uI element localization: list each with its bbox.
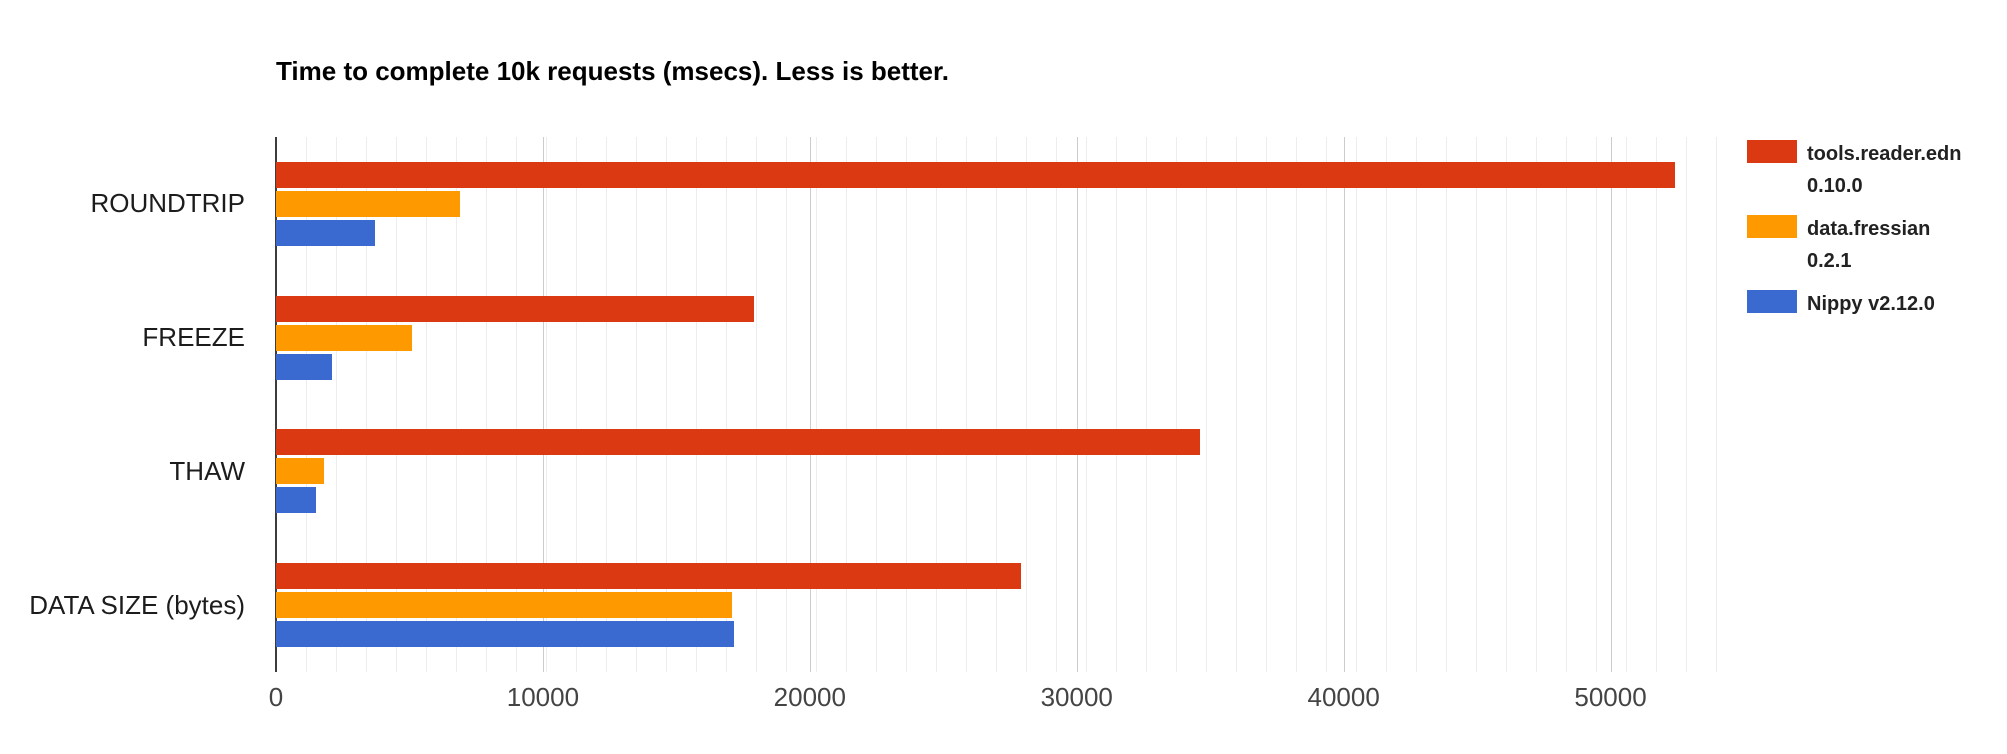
gridline-major — [810, 137, 811, 672]
gridline-minor — [1296, 137, 1297, 672]
legend-label: tools.reader.edn 0.10.0 — [1807, 143, 1962, 197]
gridline-minor — [816, 137, 817, 672]
gridline-minor — [1116, 137, 1117, 672]
bar-freeze-1[interactable] — [276, 295, 754, 322]
gridline-minor — [576, 137, 577, 672]
bar-thaw-2[interactable] — [276, 458, 324, 485]
category-label: ROUNDTRIP — [90, 188, 245, 219]
bar-data-size-bytes-2[interactable] — [276, 592, 732, 619]
gridline-minor — [516, 137, 517, 672]
gridline-minor — [906, 137, 907, 672]
legend-label: data.fressian 0.2.1 — [1807, 218, 1931, 272]
bar-roundtrip-1[interactable] — [276, 161, 1675, 188]
bar-roundtrip-2[interactable] — [276, 190, 460, 217]
gridline-minor — [606, 137, 607, 672]
legend-item: data.fressian 0.2.1 — [1747, 213, 2005, 277]
gridline-minor — [996, 137, 997, 672]
category-label: DATA SIZE (bytes) — [29, 589, 245, 620]
bar-data-size-bytes-3[interactable] — [276, 621, 734, 648]
gridline-major — [543, 137, 544, 672]
gridline-minor — [396, 137, 397, 672]
x-tick-label: 10000 — [506, 682, 580, 712]
gridline-minor — [1056, 137, 1057, 672]
x-tick-label: 50000 — [1574, 682, 1647, 712]
gridline-minor — [1416, 137, 1417, 672]
gridline-minor — [1206, 137, 1207, 672]
gridline-minor — [306, 137, 307, 672]
category-label: FREEZE — [142, 322, 245, 353]
gridline-minor — [456, 137, 457, 672]
gridline-minor — [486, 137, 487, 672]
legend-label: Nippy v2.12.0 — [1807, 293, 1935, 315]
gridline-minor — [1236, 137, 1237, 672]
bar-thaw-1[interactable] — [276, 429, 1200, 456]
legend-swatch — [1747, 290, 1797, 313]
x-tick-label: 0 — [268, 682, 284, 712]
bar-roundtrip-3[interactable] — [276, 219, 375, 246]
gridline-minor — [1506, 137, 1507, 672]
gridline-minor — [1326, 137, 1327, 672]
bar-freeze-2[interactable] — [276, 324, 412, 351]
gridline-major — [1611, 137, 1612, 672]
gridline-minor — [666, 137, 667, 672]
legend-swatch — [1747, 215, 1797, 238]
gridline-minor — [876, 137, 877, 672]
gridline-major — [1344, 137, 1345, 672]
x-tick-label: 40000 — [1307, 682, 1380, 712]
gridline-minor — [1536, 137, 1537, 672]
gridline-minor — [546, 137, 547, 672]
bar-data-size-bytes-1[interactable] — [276, 563, 1021, 590]
bar-freeze-3[interactable] — [276, 353, 332, 380]
legend: tools.reader.edn 0.10.0 data.fressian 0.2.1… — [1747, 138, 2005, 331]
gridline-minor — [636, 137, 637, 672]
gridline-minor — [336, 137, 337, 672]
gridline-minor — [1626, 137, 1627, 672]
x-tick-label: 30000 — [1040, 682, 1113, 712]
y-axis-line — [275, 137, 277, 672]
gridline-minor — [936, 137, 937, 672]
gridline-minor — [846, 137, 847, 672]
gridline-minor — [1656, 137, 1657, 672]
gridline-minor — [1566, 137, 1567, 672]
gridline-minor — [966, 137, 967, 672]
gridline-minor — [1086, 137, 1087, 672]
gridline-minor — [1386, 137, 1387, 672]
gridline-minor — [1266, 137, 1267, 672]
legend-item: tools.reader.edn 0.10.0 — [1747, 138, 2005, 202]
gridline-minor — [1176, 137, 1177, 672]
gridline-minor — [1476, 137, 1477, 672]
gridline-minor — [726, 137, 727, 672]
gridline-minor — [756, 137, 757, 672]
gridline-minor — [1716, 137, 1717, 672]
gridline-minor — [696, 137, 697, 672]
gridline-minor — [366, 137, 367, 672]
plot-area — [275, 137, 1736, 672]
gridline-minor — [1686, 137, 1687, 672]
gridline-minor — [786, 137, 787, 672]
gridline-minor — [1146, 137, 1147, 672]
bar-thaw-3[interactable] — [276, 487, 316, 514]
gridline-minor — [426, 137, 427, 672]
gridline-minor — [1356, 137, 1357, 672]
x-tick-label: 20000 — [773, 682, 846, 712]
legend-swatch — [1747, 140, 1797, 163]
gridline-minor — [1596, 137, 1597, 672]
category-label: THAW — [169, 455, 245, 486]
legend-item: Nippy v2.12.0 — [1747, 288, 2005, 320]
gridline-minor — [1026, 137, 1027, 672]
gridline-minor — [1446, 137, 1447, 672]
gridline-major — [1077, 137, 1078, 672]
chart-title: Time to complete 10k requests (msecs). L… — [276, 56, 949, 86]
